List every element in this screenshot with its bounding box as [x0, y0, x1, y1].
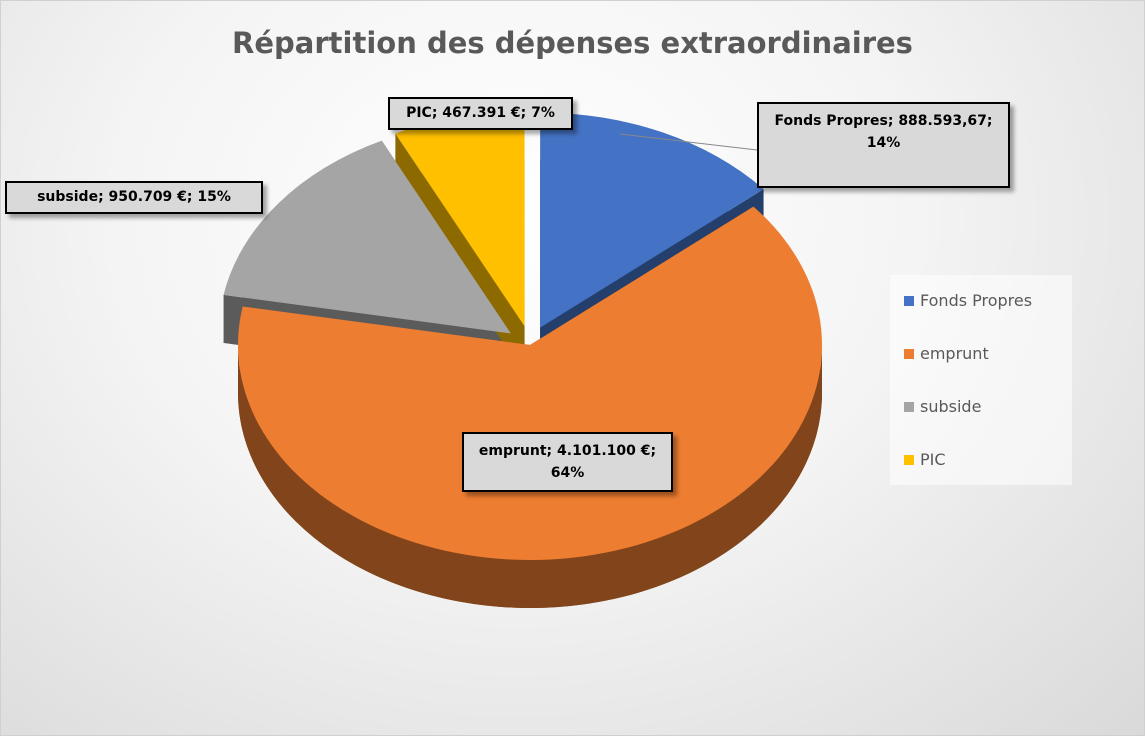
chart-title: Répartition des dépenses extraordinaires	[232, 26, 913, 60]
data-label: subside; 950.709 €; 15%	[5, 181, 263, 214]
legend-swatch	[904, 454, 914, 465]
legend: Fonds Propres emprunt subside PIC	[890, 275, 1072, 485]
data-label: Fonds Propres; 888.593,67; 14%	[757, 102, 1010, 188]
legend-swatch	[904, 295, 914, 306]
slice	[223, 140, 511, 334]
legend-item: PIC	[904, 450, 946, 469]
slice	[237, 206, 823, 560]
legend-label: emprunt	[920, 344, 989, 363]
data-label: emprunt; 4.101.100 €; 64%	[462, 432, 673, 492]
slice	[395, 111, 525, 327]
data-label: PIC; 467.391 €; 7%	[388, 97, 573, 130]
legend-item: emprunt	[904, 344, 989, 363]
leader-line	[619, 133, 758, 151]
legend-label: subside	[920, 397, 982, 416]
legend-swatch	[904, 348, 914, 359]
slice	[540, 112, 764, 328]
legend-label: Fonds Propres	[920, 291, 1033, 310]
slice-outer-wall	[238, 345, 822, 608]
legend-item: subside	[904, 397, 981, 416]
legend-label: PIC	[920, 450, 946, 469]
legend-swatch	[904, 401, 914, 412]
legend-item: Fonds Propres	[904, 291, 1032, 310]
